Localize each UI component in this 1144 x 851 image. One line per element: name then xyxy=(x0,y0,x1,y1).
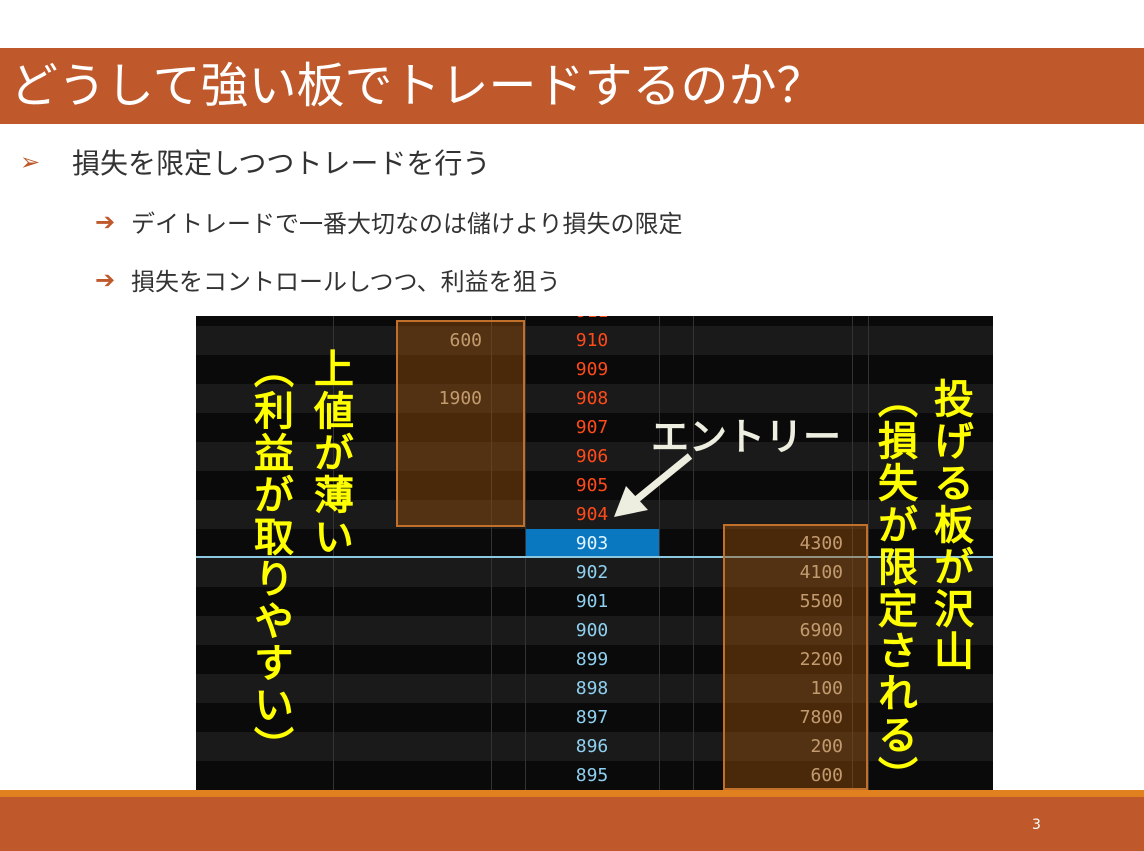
annotation-right-sub: （損失が限定される） xyxy=(871,378,917,790)
price-cell: 900 xyxy=(575,620,609,641)
order-book-row: 895 600 xyxy=(196,761,993,790)
price-cell: 905 xyxy=(575,475,609,496)
sub-bullet-text: デイトレードで一番大切なのは儲けより損失の限定 xyxy=(131,210,683,238)
sub-bullet-text: 損失をコントロールしつつ、利益を狙う xyxy=(131,268,561,296)
price-cell: 896 xyxy=(575,736,609,757)
order-book-row: 911 xyxy=(196,316,993,326)
annotation-left-sub: （利益が取りやすい） xyxy=(247,348,293,768)
order-book-row: 906 xyxy=(196,442,993,471)
order-book-row: 897 7800 xyxy=(196,703,993,732)
order-book-row: 907 xyxy=(196,413,993,442)
order-book-row: 909 xyxy=(196,355,993,384)
order-book-row: 898 100 xyxy=(196,674,993,703)
order-book-row: 902 4100 xyxy=(196,558,993,587)
price-cell: 902 xyxy=(575,562,609,583)
slide-title: どうして強い板でトレードするのか？ xyxy=(10,58,825,114)
annotation-right-main: 投げる板が沢山 xyxy=(927,378,973,672)
footer-line xyxy=(0,790,1144,797)
order-book-row: 903 4300 xyxy=(196,529,993,558)
bid-qty-cell: 200 xyxy=(810,736,843,757)
entry-label: エントリー xyxy=(651,415,842,459)
annotation-left-main: 上値が薄い xyxy=(307,348,353,558)
footer: 3 xyxy=(0,797,1144,851)
arrow-right-icon: ➔ xyxy=(95,207,116,236)
ask-highlight-box xyxy=(396,320,525,527)
bid-qty-cell: 600 xyxy=(810,765,843,786)
ask-qty-cell: 600 xyxy=(449,330,482,351)
bid-qty-cell: 100 xyxy=(810,678,843,699)
bid-highlight-box xyxy=(723,524,868,790)
bid-qty-cell: 6900 xyxy=(799,620,843,641)
bid-qty-cell: 7800 xyxy=(799,707,843,728)
order-book-row: 900 6900 xyxy=(196,616,993,645)
order-book-row: 908 1900 xyxy=(196,384,993,413)
bullet-main: ➢ 損失を限定しつつトレードを行う xyxy=(20,142,490,182)
arrow-right-icon: ➔ xyxy=(95,265,116,294)
price-cell: 906 xyxy=(575,446,609,467)
title-bar: どうして強い板でトレードするのか？ xyxy=(0,48,1144,124)
price-cell: 911 xyxy=(525,316,659,326)
price-cell: 898 xyxy=(575,678,609,699)
entry-arrow-icon xyxy=(614,453,693,517)
ask-qty-cell: 1900 xyxy=(438,388,482,409)
bid-qty-cell: 5500 xyxy=(799,591,843,612)
page-number: 3 xyxy=(1032,817,1041,833)
sub-bullet: ➔ 損失をコントロールしつつ、利益を狙う xyxy=(95,262,561,297)
order-book-row: 896 200 xyxy=(196,732,993,761)
arrowhead-bullet-icon: ➢ xyxy=(20,148,41,176)
price-cell: 897 xyxy=(575,707,609,728)
price-cell: 907 xyxy=(575,417,609,438)
order-book-row: 910 600 xyxy=(196,326,993,355)
price-cell: 904 xyxy=(575,504,609,525)
current-price-line xyxy=(196,556,993,558)
bid-qty-cell: 4300 xyxy=(799,533,843,554)
price-cell: 895 xyxy=(575,765,609,786)
price-cell: 909 xyxy=(575,359,609,380)
order-book-image: 9119106009099081900907906905904903430090… xyxy=(196,316,993,790)
bid-qty-cell: 2200 xyxy=(799,649,843,670)
price-cell: 910 xyxy=(575,330,609,351)
price-cell: 899 xyxy=(575,649,609,670)
price-cell: 903 xyxy=(525,529,659,558)
order-book-row: 905 xyxy=(196,471,993,500)
price-cell: 901 xyxy=(575,591,609,612)
order-book-row: 899 2200 xyxy=(196,645,993,674)
bullet-text: 損失を限定しつつトレードを行う xyxy=(72,147,491,180)
order-book-row: 901 5500 xyxy=(196,587,993,616)
bid-qty-cell: 4100 xyxy=(799,562,843,583)
sub-bullet: ➔ デイトレードで一番大切なのは儲けより損失の限定 xyxy=(95,204,683,239)
price-cell: 908 xyxy=(575,388,609,409)
